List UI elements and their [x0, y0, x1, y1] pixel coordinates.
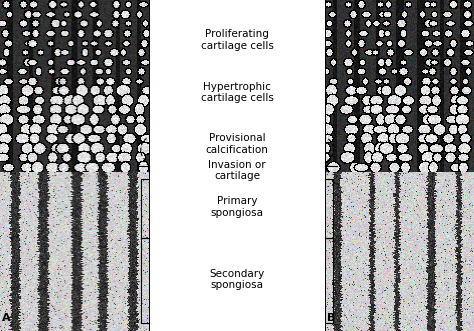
Text: A: A [2, 313, 11, 323]
Text: B: B [327, 313, 336, 323]
Text: Provisional
calcification: Provisional calcification [206, 133, 268, 155]
Text: Hypertrophic
cartilage cells: Hypertrophic cartilage cells [201, 82, 273, 104]
Text: Secondary
spongiosa: Secondary spongiosa [210, 269, 264, 291]
Text: Invasion or
cartilage: Invasion or cartilage [208, 160, 266, 181]
Text: Proliferating
cartilage cells: Proliferating cartilage cells [201, 29, 273, 51]
Bar [149, 0, 325, 331]
Text: Primary
spongiosa: Primary spongiosa [210, 196, 264, 218]
